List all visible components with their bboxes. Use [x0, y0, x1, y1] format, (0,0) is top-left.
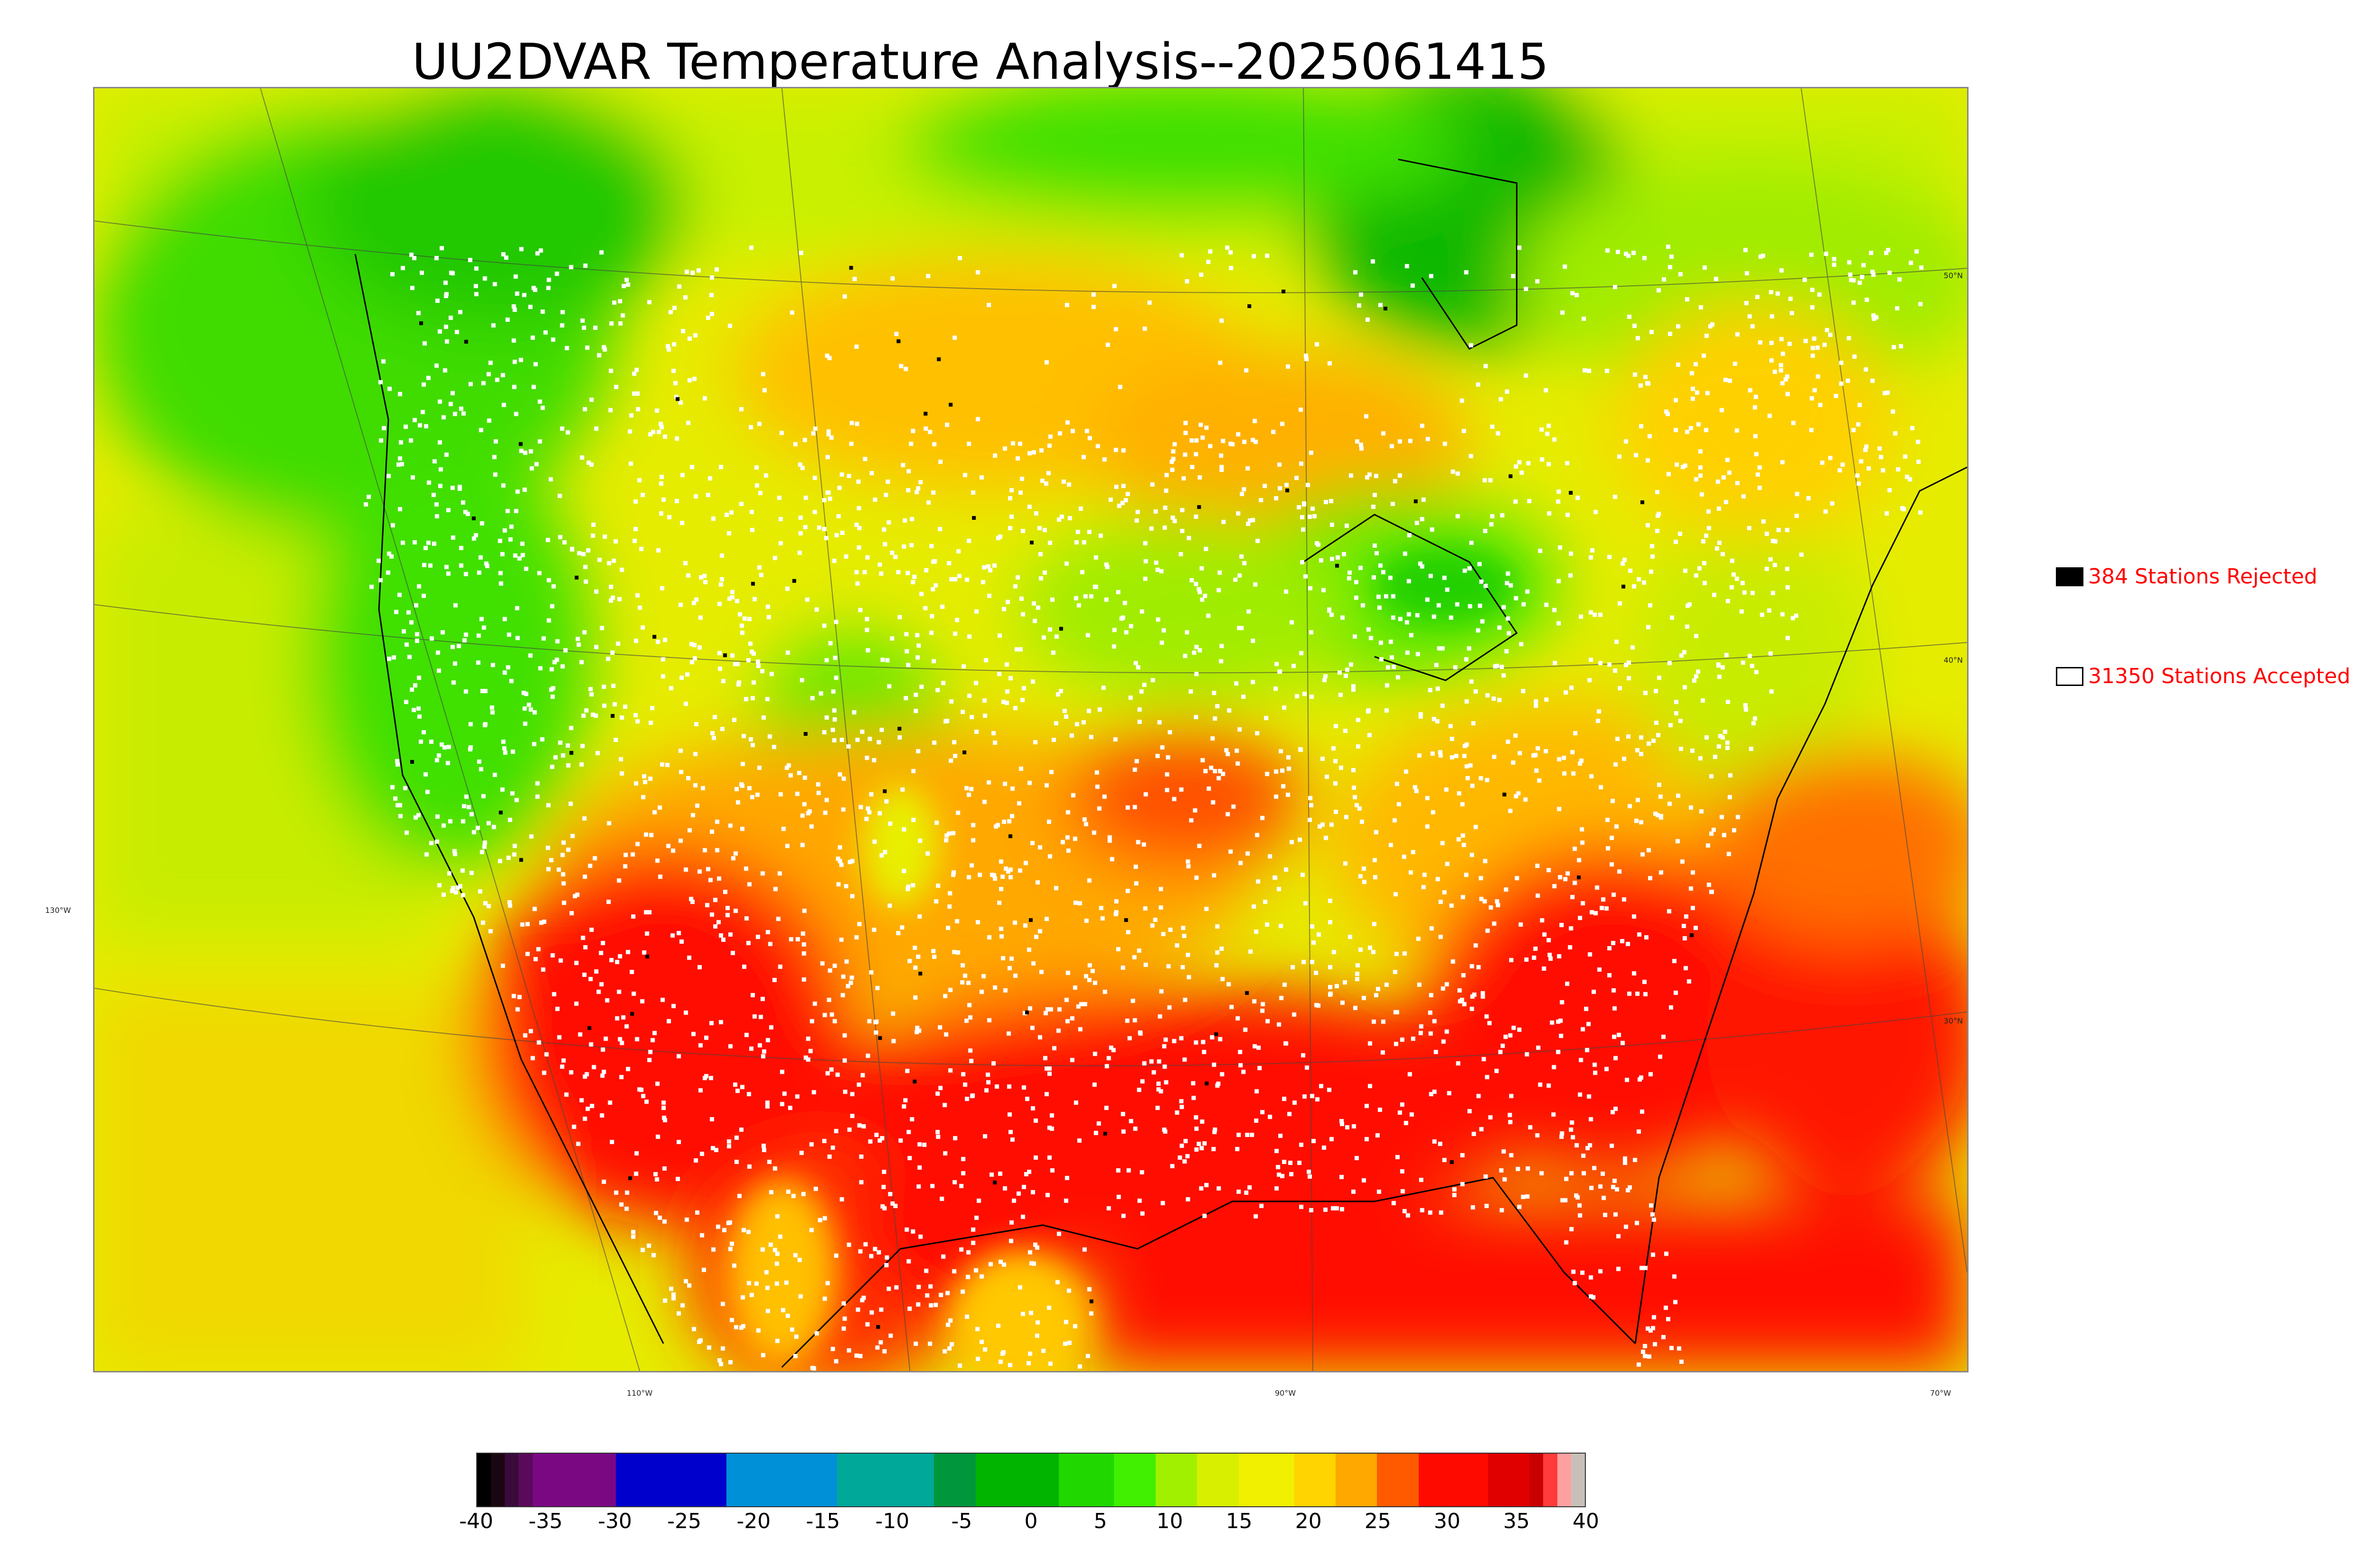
- colorbar-segment: [1377, 1454, 1419, 1506]
- colorbar-segment: [1058, 1454, 1114, 1506]
- colorbar-ticks: -40 -35 -30 -25 -20 -15 -10 -5 0 5 10 15 20 25 30 35 40: [459, 1509, 1599, 1538]
- colorbar-tick-label: -30: [598, 1509, 632, 1533]
- colorbar-tick-label: 20: [1295, 1509, 1322, 1533]
- legend-accepted-label: 31350 Stations Accepted: [2088, 664, 2351, 688]
- colorbar-segment: [1114, 1454, 1156, 1506]
- accepted-stations: [364, 244, 1924, 1371]
- colorbar-tick-label: -20: [736, 1509, 771, 1533]
- colorbar-tick-label: 15: [1225, 1509, 1253, 1533]
- colorbar-segment: [477, 1454, 491, 1506]
- colorbar-tick-label: 0: [1024, 1509, 1038, 1533]
- lat-label-30: 30°N: [1943, 1016, 1963, 1025]
- colorbar-segment: [1529, 1454, 1544, 1506]
- colorbar-tick-label: -35: [528, 1509, 563, 1533]
- colorbar-segment: [518, 1454, 533, 1506]
- rejected-swatch: [2056, 567, 2083, 586]
- lat-label-40: 40°N: [1943, 656, 1963, 665]
- lon-label-130: 130°W: [45, 906, 71, 915]
- colorbar-segment: [1238, 1454, 1294, 1506]
- graticule: [94, 88, 1967, 1371]
- colorbar-tick-label: 30: [1433, 1509, 1460, 1533]
- colorbar-tick-label: -5: [951, 1509, 972, 1533]
- colorbar-segment: [1488, 1454, 1530, 1506]
- colorbar-segment: [1294, 1454, 1336, 1506]
- colorbar-segment: [934, 1454, 976, 1506]
- colorbar-segment: [1418, 1454, 1488, 1506]
- coastlines: [354, 159, 1967, 1368]
- temperature-map: 50°N 40°N 30°N: [93, 87, 1969, 1372]
- colorbar-segment: [615, 1454, 726, 1506]
- colorbar-segment: [1335, 1454, 1377, 1506]
- colorbar-tick-label: 5: [1093, 1509, 1107, 1533]
- colorbar-segment: [505, 1454, 519, 1506]
- lon-label-70: 70°W: [1930, 1389, 1951, 1398]
- colorbar-tick-label: -10: [875, 1509, 910, 1533]
- colorbar-segment: [1197, 1454, 1239, 1506]
- map-title: UU2DVAR Temperature Analysis--2025061415: [412, 33, 1549, 91]
- colorbar-tick-label: 25: [1364, 1509, 1391, 1533]
- colorbar-tick-label: -25: [667, 1509, 702, 1533]
- colorbar-tick-label: 40: [1573, 1509, 1599, 1533]
- temperature-colorbar: [476, 1453, 1586, 1507]
- colorbar-segment: [975, 1454, 1059, 1506]
- colorbar-tick-label: 35: [1503, 1509, 1530, 1533]
- lon-label-110: 110°W: [627, 1389, 653, 1398]
- colorbar-segment: [837, 1454, 934, 1506]
- colorbar-tick-label: -40: [459, 1509, 493, 1533]
- accepted-swatch: [2056, 667, 2083, 686]
- colorbar-segment: [726, 1454, 838, 1506]
- rejected-stations: [410, 266, 1694, 1329]
- legend-rejected-label: 384 Stations Rejected: [2088, 564, 2317, 589]
- colorbar-segment: [532, 1454, 616, 1506]
- colorbar-segment: [491, 1454, 505, 1506]
- colorbar-tick-label: 10: [1156, 1509, 1183, 1533]
- lon-label-90: 90°W: [1275, 1389, 1296, 1398]
- colorbar-segment: [1557, 1454, 1571, 1506]
- colorbar-segment: [1155, 1454, 1197, 1506]
- lat-label-50: 50°N: [1943, 271, 1963, 280]
- colorbar-tick-label: -15: [806, 1509, 840, 1533]
- temperature-field: [94, 88, 1967, 1371]
- colorbar-segment: [1543, 1454, 1557, 1506]
- colorbar-segment: [1571, 1454, 1585, 1506]
